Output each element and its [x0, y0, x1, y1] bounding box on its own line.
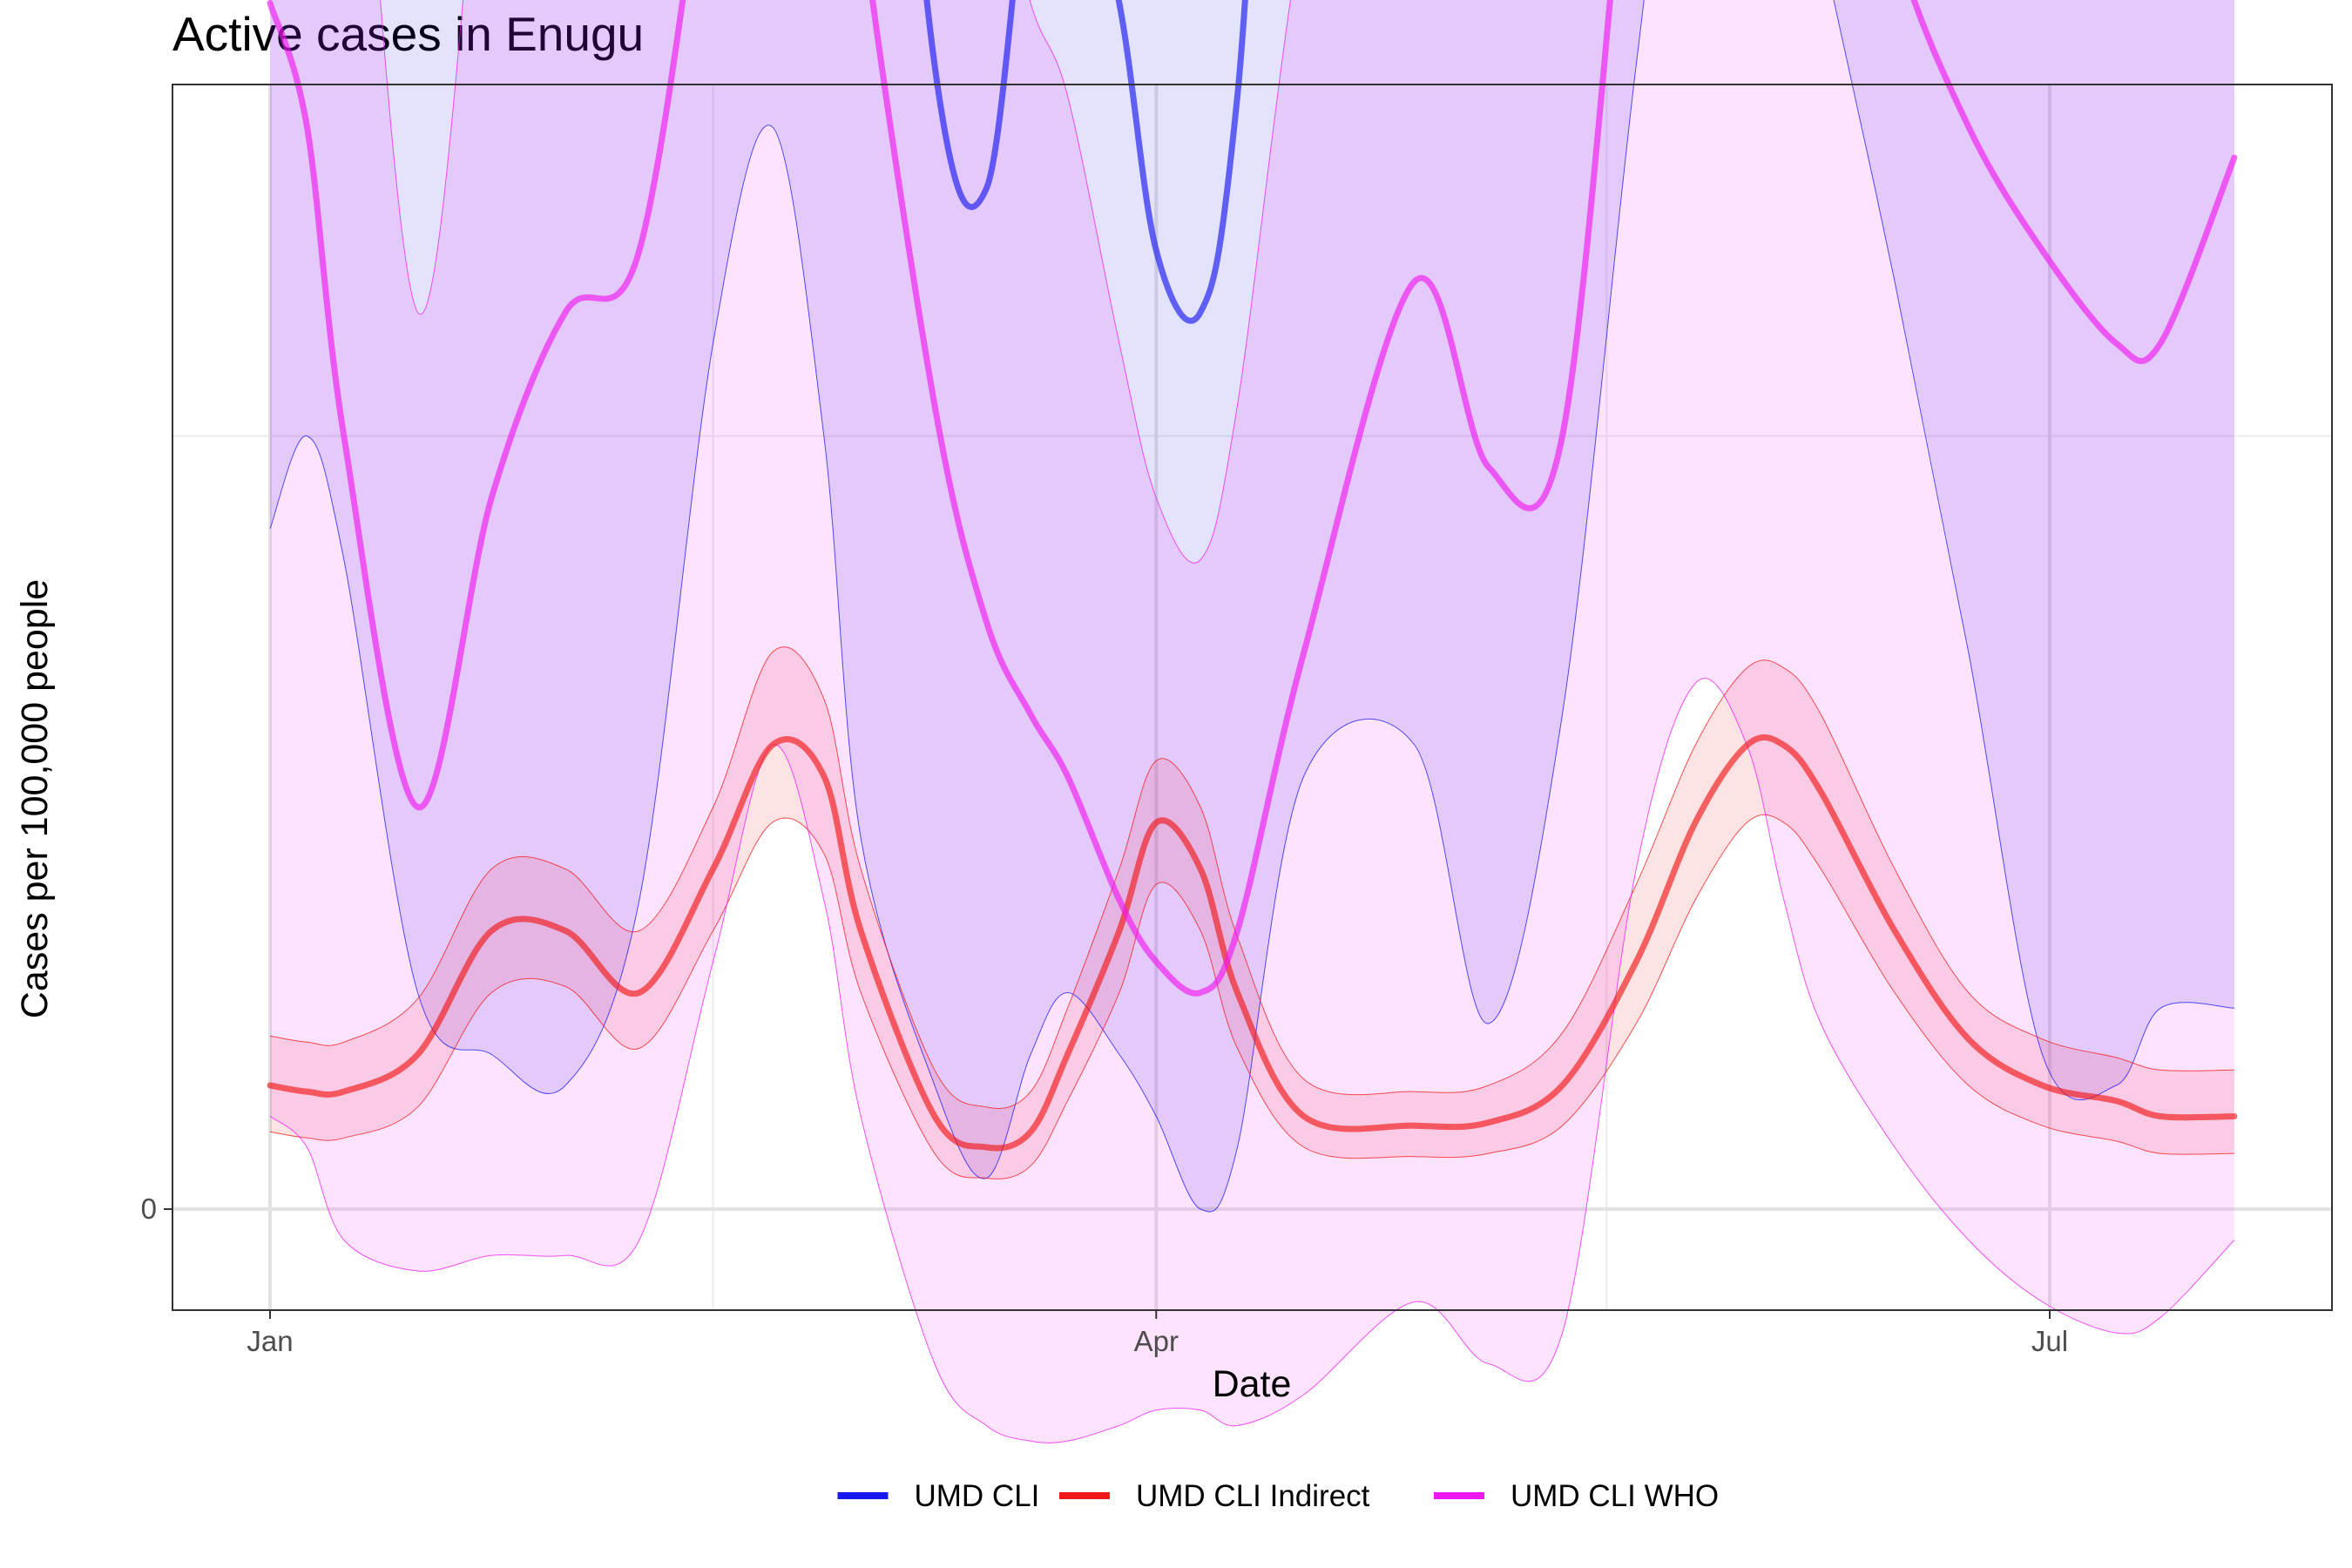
y-tick-label: 0	[141, 1193, 157, 1225]
confidence-bands	[270, 0, 2234, 1443]
chart-title: Active cases in Enugu	[172, 7, 644, 61]
umd-cli-confidence-band	[270, 0, 2234, 1213]
umd-cli-line	[923, 0, 1248, 324]
x-tick-label: Apr	[1134, 1325, 1179, 1357]
umd-cli-indirect-upper-bound	[269, 646, 2234, 1109]
legend-item-umd-cli-indirect: UMD CLI Indirect	[1059, 1479, 1370, 1513]
x-axis-title: Date	[1213, 1363, 1292, 1405]
legend-label-umd-cli: UMD CLI	[915, 1479, 1040, 1513]
legend-label-umd-cli-indirect: UMD CLI Indirect	[1136, 1479, 1370, 1513]
umd-cli-lower-bound	[269, 0, 2234, 1213]
grid-lines	[172, 84, 2332, 1310]
umd-cli-who-line	[267, 0, 2238, 997]
legend-label-umd-cli-who: UMD CLI WHO	[1511, 1479, 1719, 1513]
y-axis-title: Cases per 100,000 people	[14, 579, 56, 1018]
umd-cli-indirect-line	[267, 734, 2238, 1152]
umd-cli-who-upper-bound	[380, 0, 1291, 564]
umd-cli-indirect-confidence-band	[270, 646, 2234, 1179]
umd-cli-indirect-lower-bound	[269, 814, 2234, 1179]
panel-border	[172, 84, 2333, 1311]
series-lines	[267, 0, 2238, 1152]
band-edges	[269, 0, 2235, 1443]
legend-item-umd-cli-who: UMD CLI WHO	[1434, 1479, 1719, 1513]
legend: UMD CLI UMD CLI Indirect UMD CLI WHO	[837, 1479, 1719, 1513]
x-axis: Jan Apr Jul	[247, 1310, 2068, 1357]
panel-background	[172, 84, 2332, 1310]
umd-cli-who-lower-bound	[269, 678, 2235, 1443]
x-tick-label: Jul	[2031, 1325, 2068, 1357]
umd-cli-who-confidence-band	[270, 0, 2234, 1443]
legend-item-umd-cli: UMD CLI	[837, 1479, 1040, 1513]
plot-panel	[172, 0, 2333, 1443]
y-axis: 050001000015000	[141, 1193, 172, 1225]
x-tick-label: Jan	[247, 1325, 293, 1357]
